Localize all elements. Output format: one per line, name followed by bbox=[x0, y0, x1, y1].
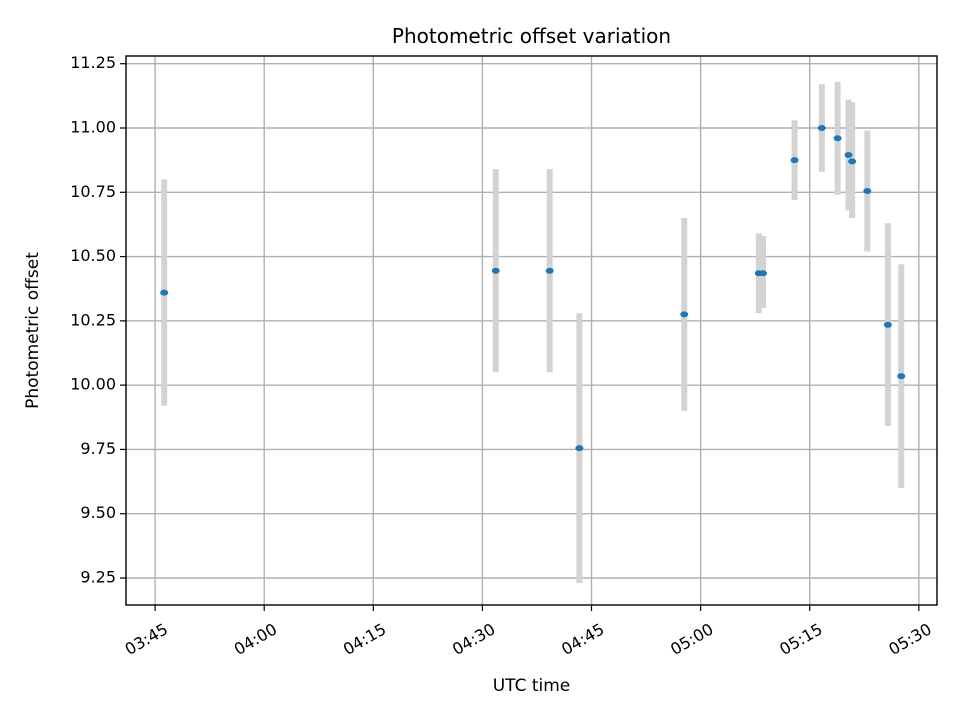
data-point bbox=[491, 267, 500, 274]
y-tick-label: 9.50 bbox=[80, 503, 116, 522]
y-tick-label: 10.25 bbox=[70, 310, 116, 329]
data-point bbox=[680, 311, 689, 318]
y-tick-label: 9.75 bbox=[80, 439, 116, 458]
data-point bbox=[883, 321, 892, 328]
y-tick-label: 9.25 bbox=[80, 568, 116, 587]
y-axis-title: Photometric offset bbox=[23, 252, 43, 409]
data-point bbox=[833, 135, 842, 142]
y-tick-label: 10.75 bbox=[70, 182, 116, 201]
data-point bbox=[575, 445, 584, 452]
y-tick-label: 11.25 bbox=[70, 53, 116, 72]
data-point bbox=[545, 267, 554, 274]
y-tick-label: 11.00 bbox=[70, 118, 116, 137]
y-axis-ticks: 9.25 9.50 9.75 10.00 10.25 10.50 10.75 11.00 11.… bbox=[70, 53, 126, 587]
data-point bbox=[848, 158, 857, 165]
data-point bbox=[897, 373, 906, 380]
data-points bbox=[160, 125, 906, 452]
data-point bbox=[863, 188, 872, 194]
chart-title: Photometric offset variation bbox=[392, 24, 671, 48]
y-tick-label: 10.50 bbox=[70, 246, 116, 265]
y-tick-label: 10.00 bbox=[70, 375, 116, 394]
plot-frame bbox=[125, 55, 938, 606]
grid bbox=[126, 56, 937, 605]
data-point bbox=[817, 125, 826, 131]
data-point bbox=[844, 152, 853, 158]
data-point bbox=[790, 157, 799, 164]
x-axis-title: UTC time bbox=[493, 676, 571, 696]
data-point bbox=[759, 270, 768, 277]
data-point bbox=[160, 289, 169, 296]
